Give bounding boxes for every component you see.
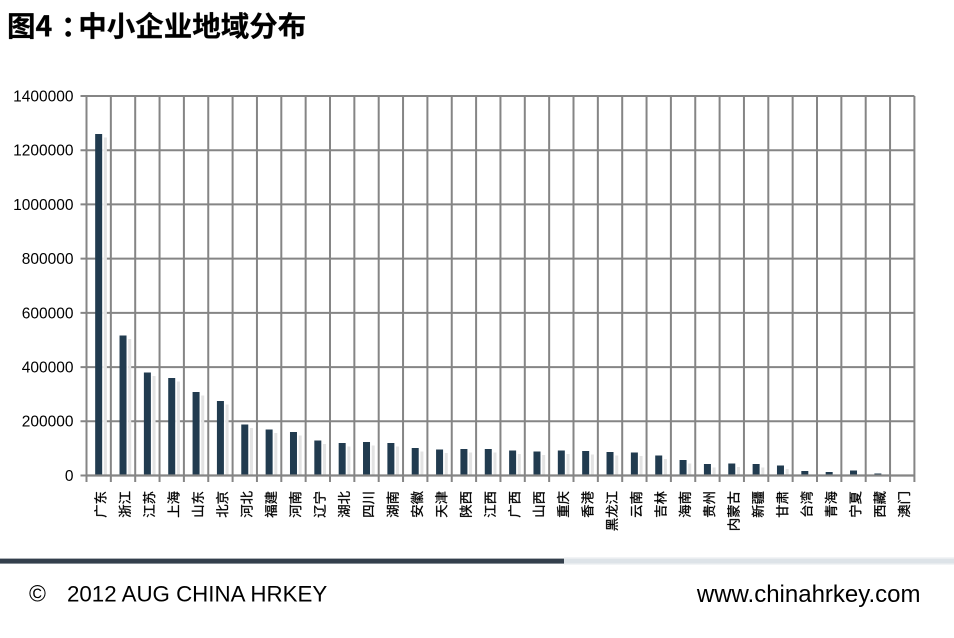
svg-text:©: © [29,581,46,607]
svg-text:2012 AUG CHINA HRKEY: 2012 AUG CHINA HRKEY [67,582,327,607]
svg-text:1400000: 1400000 [13,88,74,105]
svg-text:www.chinahrkey.com: www.chinahrkey.com [696,581,921,608]
svg-text:1000000: 1000000 [13,197,74,214]
svg-text:800000: 800000 [22,251,74,268]
svg-text:600000: 600000 [22,305,74,322]
svg-text:400000: 400000 [22,360,74,377]
svg-text:0: 0 [65,468,74,485]
svg-text:200000: 200000 [22,414,74,431]
svg-text:1200000: 1200000 [13,143,74,160]
